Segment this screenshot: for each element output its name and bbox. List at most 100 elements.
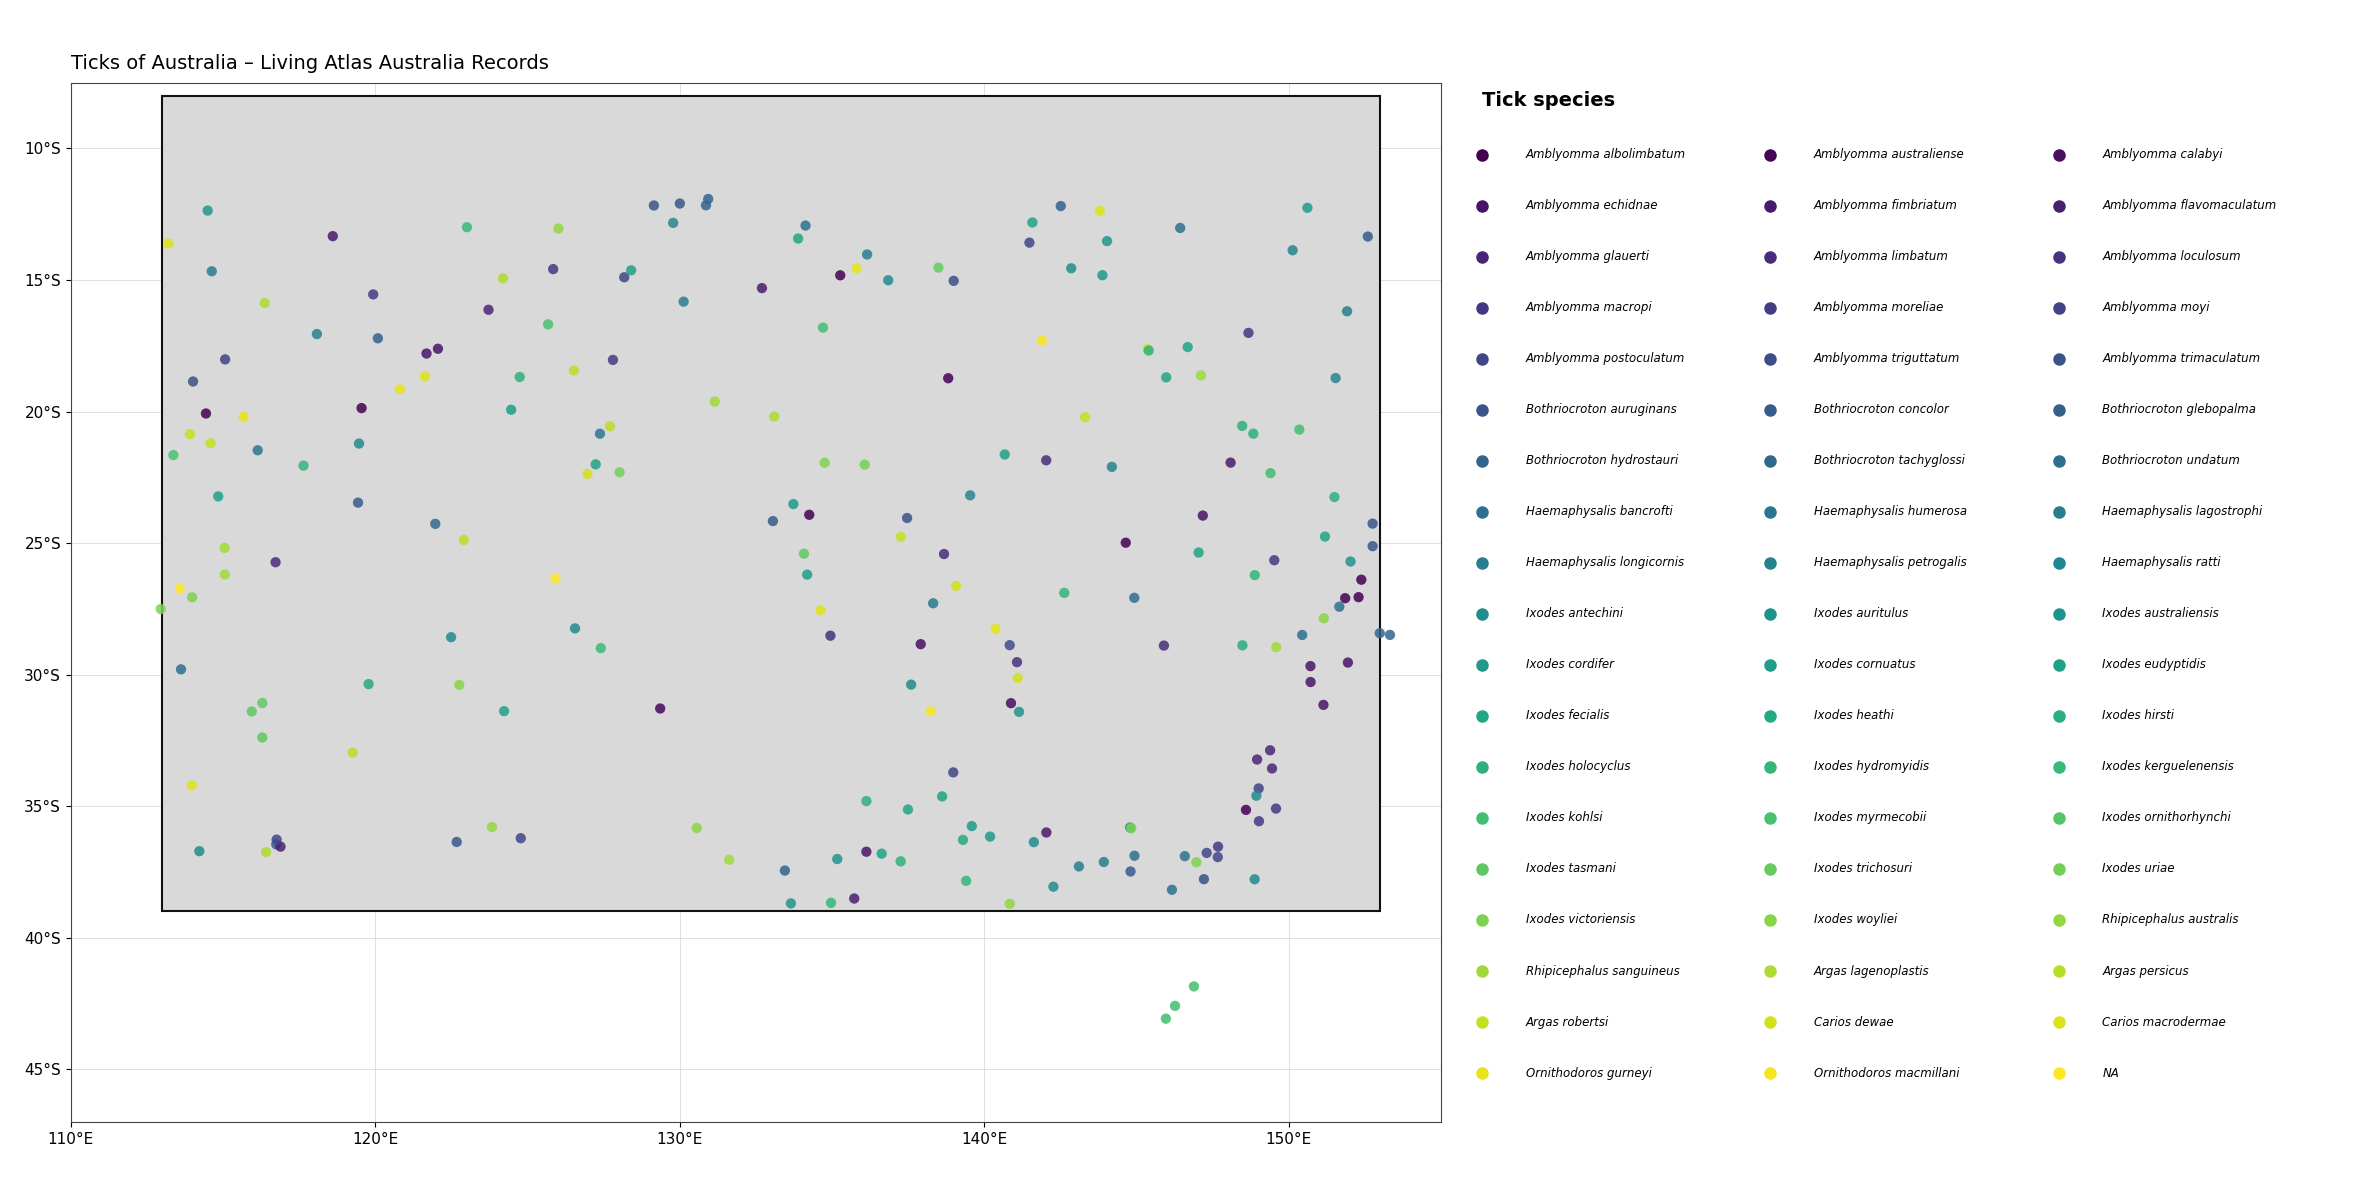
Point	[753, 511, 791, 530]
Point	[262, 837, 300, 856]
Point	[1167, 847, 1205, 866]
Point	[985, 445, 1023, 464]
Point	[314, 227, 352, 246]
Point	[590, 417, 628, 436]
Text: Amblyomma limbatum: Amblyomma limbatum	[1814, 250, 1949, 263]
Text: Ixodes kohlsi: Ixodes kohlsi	[1526, 811, 1601, 824]
Point	[1292, 672, 1330, 691]
Point	[902, 634, 940, 653]
Point	[836, 889, 874, 908]
Point	[191, 433, 229, 452]
Text: Ixodes cornuatus: Ixodes cornuatus	[1814, 658, 1916, 672]
Point	[976, 619, 1013, 638]
Point	[1162, 218, 1200, 237]
Point	[1342, 570, 1379, 589]
Point	[1046, 583, 1084, 602]
Point	[687, 196, 725, 215]
Text: Ixodes tasmani: Ixodes tasmani	[1526, 862, 1616, 875]
Text: Haemaphysalis lagostrophi: Haemaphysalis lagostrophi	[2102, 505, 2263, 518]
Point	[1082, 202, 1120, 221]
Point	[359, 328, 397, 347]
Point	[888, 800, 926, 818]
Point	[416, 515, 454, 534]
Point	[257, 830, 295, 849]
Point	[805, 454, 843, 472]
Point	[239, 441, 276, 459]
Point	[1252, 740, 1290, 759]
Text: Ixodes trichosuri: Ixodes trichosuri	[1814, 862, 1913, 875]
Point	[881, 852, 919, 870]
Point	[1115, 588, 1153, 607]
Text: Ixodes antechini: Ixodes antechini	[1526, 607, 1623, 620]
Point	[1292, 657, 1330, 676]
Point	[862, 844, 900, 863]
Text: Amblyomma australiense: Amblyomma australiense	[1814, 148, 1965, 162]
Point	[947, 872, 985, 890]
Point	[1176, 853, 1214, 872]
Point	[1254, 550, 1292, 569]
Point	[1320, 598, 1358, 616]
Text: Amblyomma trimaculatum: Amblyomma trimaculatum	[2102, 352, 2260, 365]
Text: Amblyomma glauerti: Amblyomma glauerti	[1526, 250, 1649, 263]
Point	[935, 763, 973, 782]
Point	[529, 315, 567, 334]
Point	[1304, 609, 1342, 628]
Text: Amblyomma echidnae: Amblyomma echidnae	[1526, 200, 1658, 213]
Point	[912, 702, 950, 720]
Text: Bothriocroton tachyglossi: Bothriocroton tachyglossi	[1814, 455, 1965, 468]
Text: Ixodes myrmecobii: Ixodes myrmecobii	[1814, 811, 1927, 824]
Point	[1084, 266, 1122, 285]
Point	[409, 344, 446, 363]
Point	[1084, 853, 1122, 872]
Point	[163, 660, 201, 679]
Point	[926, 544, 964, 563]
Point	[298, 325, 335, 344]
Point	[711, 850, 749, 869]
Point	[1240, 811, 1278, 830]
Point	[654, 214, 692, 233]
Point	[1146, 637, 1183, 655]
Point	[642, 699, 680, 718]
Point	[491, 400, 529, 419]
Point	[801, 601, 839, 620]
Text: Haemaphysalis ratti: Haemaphysalis ratti	[2102, 556, 2220, 569]
Point	[340, 435, 378, 454]
Point	[848, 244, 886, 263]
Point	[142, 600, 180, 619]
Point	[1188, 843, 1226, 862]
Point	[1235, 424, 1273, 443]
Point	[1042, 196, 1079, 215]
Point	[187, 404, 224, 423]
Point	[1148, 368, 1186, 387]
Point	[1186, 869, 1224, 888]
Point	[1200, 837, 1238, 856]
Point	[1273, 241, 1311, 260]
Text: Bothriocroton hydrostauri: Bothriocroton hydrostauri	[1526, 455, 1677, 468]
Point	[501, 367, 539, 386]
Point	[1089, 231, 1127, 250]
Point	[406, 367, 444, 386]
Point	[848, 842, 886, 861]
Text: Ticks of Australia – Living Atlas Australia Records: Ticks of Australia – Living Atlas Austra…	[71, 54, 548, 73]
Point	[1231, 324, 1268, 342]
Point	[971, 827, 1009, 846]
Point	[205, 565, 243, 583]
Point	[1023, 331, 1061, 350]
Point	[1013, 213, 1051, 231]
Point	[635, 196, 673, 215]
Point	[154, 445, 191, 464]
Text: Ixodes kerguelenensis: Ixodes kerguelenensis	[2102, 761, 2234, 774]
Point	[234, 702, 272, 720]
Point	[817, 849, 855, 868]
Point	[784, 544, 822, 563]
Point	[472, 817, 510, 836]
Point	[612, 261, 650, 280]
Point	[1169, 338, 1207, 357]
Point	[444, 530, 482, 549]
Point	[846, 455, 883, 474]
Text: Bothriocroton concolor: Bothriocroton concolor	[1814, 403, 1949, 417]
Text: Tick species: Tick species	[1481, 91, 1616, 110]
Text: Bothriocroton auruginans: Bothriocroton auruginans	[1526, 403, 1677, 417]
Point	[449, 217, 487, 236]
Point	[1238, 787, 1275, 805]
